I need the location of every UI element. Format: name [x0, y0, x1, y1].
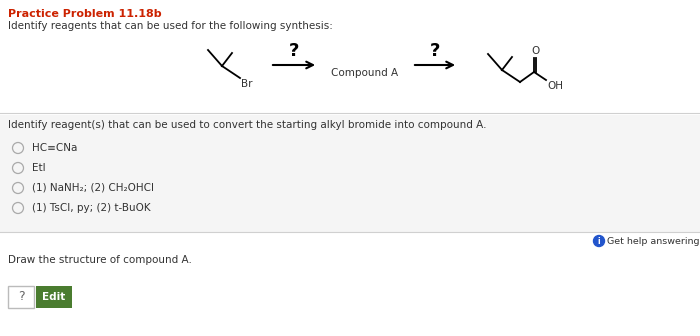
FancyBboxPatch shape — [8, 286, 34, 308]
Text: Identify reagent(s) that can be used to convert the starting alkyl bromide into : Identify reagent(s) that can be used to … — [8, 120, 486, 130]
Circle shape — [594, 236, 605, 247]
Bar — [0, 232, 700, 336]
Bar — [0, 115, 700, 232]
Text: Draw the structure of compound A.: Draw the structure of compound A. — [8, 255, 192, 265]
Text: Edit: Edit — [43, 292, 66, 302]
Text: ?: ? — [18, 291, 24, 303]
Text: (1) NaNH₂; (2) CH₂OHCl: (1) NaNH₂; (2) CH₂OHCl — [32, 183, 154, 193]
Text: O: O — [531, 46, 539, 56]
Text: Identify reagents that can be used for the following synthesis:: Identify reagents that can be used for t… — [8, 21, 333, 31]
Text: OH: OH — [547, 81, 563, 91]
Text: Get help answering Molecular Drawing questions.: Get help answering Molecular Drawing que… — [607, 237, 700, 246]
Text: EtI: EtI — [32, 163, 46, 173]
Text: ?: ? — [289, 42, 299, 60]
Text: i: i — [598, 237, 601, 246]
FancyBboxPatch shape — [36, 286, 72, 308]
Text: Br: Br — [241, 79, 253, 89]
Text: Practice Problem 11.18b: Practice Problem 11.18b — [8, 9, 162, 19]
Text: HC≡CNa: HC≡CNa — [32, 143, 78, 153]
Text: (1) TsCl, py; (2) t-BuOK: (1) TsCl, py; (2) t-BuOK — [32, 203, 150, 213]
Text: Compound A: Compound A — [331, 68, 398, 78]
Text: ?: ? — [430, 42, 440, 60]
